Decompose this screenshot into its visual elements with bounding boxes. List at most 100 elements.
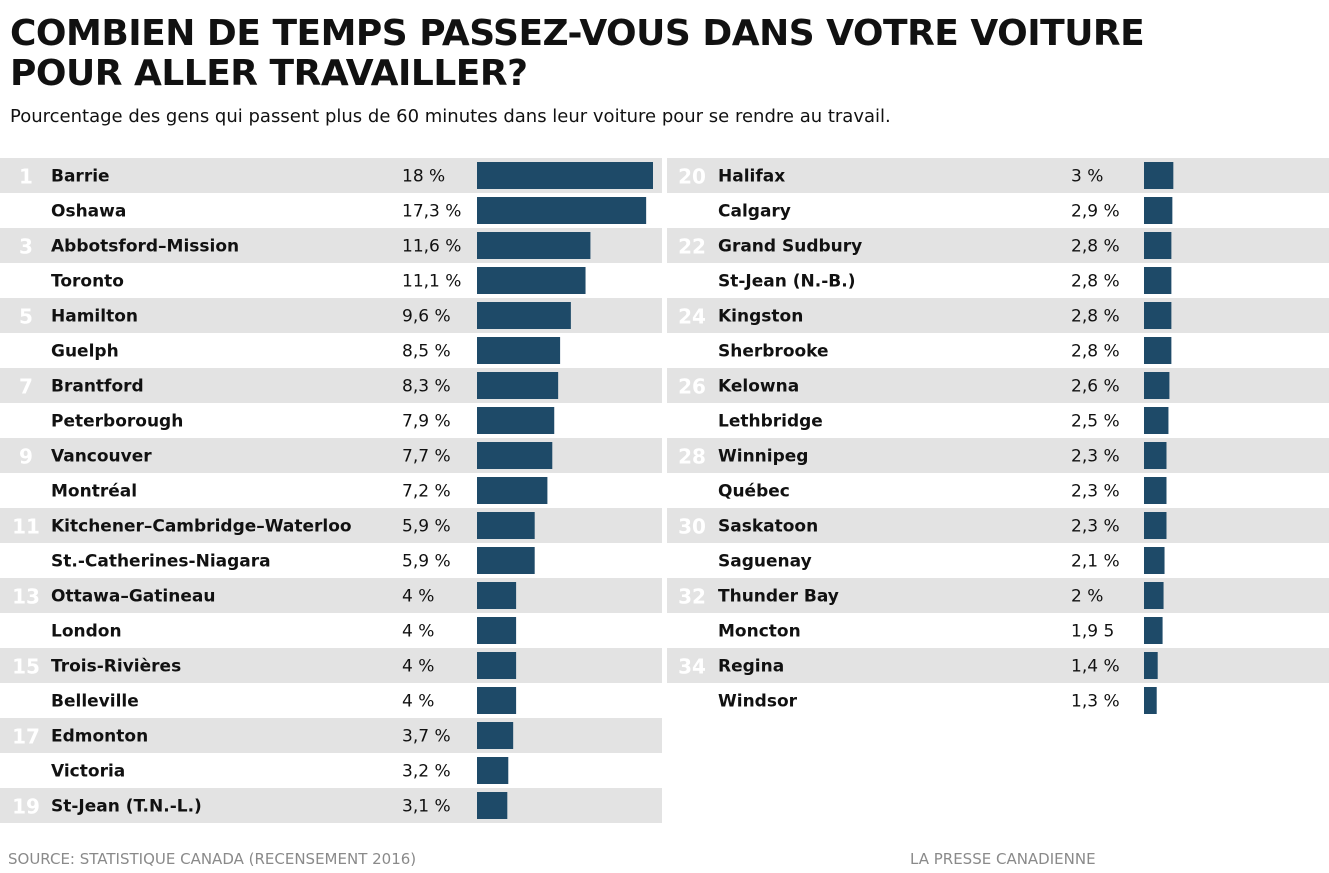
rank-label: 31 <box>678 550 706 574</box>
value-label: 2 % <box>1071 587 1103 607</box>
bar <box>477 372 559 399</box>
value-label: 4 % <box>402 622 434 642</box>
row-stripe <box>0 648 662 683</box>
chart-title: COMBIEN DE TEMPS PASSEZ-VOUS DANS VOTRE … <box>10 13 1145 94</box>
rank-label: 7 <box>19 375 33 399</box>
city-label: London <box>51 622 122 642</box>
rank-label: 19 <box>12 795 40 819</box>
bar <box>1144 162 1174 189</box>
city-label: Montréal <box>51 482 137 502</box>
value-label: 2,8 % <box>1071 272 1120 292</box>
city-label: Halifax <box>718 167 785 187</box>
rank-label: 9 <box>19 445 33 469</box>
bar <box>477 547 535 574</box>
bar <box>477 197 647 224</box>
city-label: Thunder Bay <box>718 587 839 607</box>
value-label: 17,3 % <box>402 202 461 222</box>
city-label: Winnipeg <box>718 447 808 467</box>
value-label: 1,4 % <box>1071 657 1120 677</box>
value-label: 3,7 % <box>402 727 451 747</box>
rank-label: 27 <box>678 410 706 434</box>
city-label: Victoria <box>51 762 125 782</box>
city-label: Brantford <box>51 377 144 397</box>
row-stripe <box>667 578 1329 613</box>
rank-label: 35 <box>678 690 706 714</box>
city-label: Saskatoon <box>718 517 818 537</box>
rank-label: 11 <box>12 515 40 539</box>
rank-label: 20 <box>678 165 706 189</box>
rank-label: 17 <box>12 725 40 749</box>
value-label: 18 % <box>402 167 445 187</box>
city-label: Belleville <box>51 692 139 712</box>
row-stripe <box>0 788 662 823</box>
bar <box>1144 267 1172 294</box>
rank-label: 21 <box>678 200 706 224</box>
city-label: Windsor <box>718 692 798 712</box>
city-label: Ottawa–Gatineau <box>51 587 215 607</box>
chart-subtitle: Pourcentage des gens qui passent plus de… <box>10 106 891 127</box>
row-stripe <box>667 158 1329 193</box>
value-label: 4 % <box>402 657 434 677</box>
rank-label: 18 <box>12 760 40 784</box>
bar <box>477 582 517 609</box>
bar <box>477 652 517 679</box>
city-label: Kitchener–Cambridge–Waterloo <box>51 517 352 537</box>
source-note: SOURCE: STATISTIQUE CANADA (RECENSEMENT … <box>8 850 417 868</box>
rank-label: 3 <box>19 235 33 259</box>
city-label: Grand Sudbury <box>718 237 862 257</box>
bar <box>1144 407 1169 434</box>
bar <box>477 722 514 749</box>
value-label: 2,3 % <box>1071 447 1120 467</box>
rank-label: 15 <box>12 655 40 679</box>
bar <box>477 407 555 434</box>
value-label: 7,7 % <box>402 447 451 467</box>
city-label: Regina <box>718 657 784 677</box>
value-label: 2,9 % <box>1071 202 1120 222</box>
value-label: 2,8 % <box>1071 307 1120 327</box>
value-label: 2,1 % <box>1071 552 1120 572</box>
city-label: Peterborough <box>51 412 183 432</box>
row-stripe <box>667 368 1329 403</box>
city-label: Oshawa <box>51 202 126 222</box>
rank-label: 23 <box>678 270 706 294</box>
rank-label: 24 <box>678 305 706 329</box>
rank-label: 25 <box>678 340 706 364</box>
bar <box>1144 372 1170 399</box>
bar <box>477 267 586 294</box>
row-stripe <box>0 718 662 753</box>
value-label: 2,8 % <box>1071 237 1120 257</box>
bar <box>1144 687 1157 714</box>
bar <box>477 232 591 259</box>
bar <box>477 477 548 504</box>
city-label: Trois-Rivières <box>51 657 181 677</box>
bar <box>477 687 517 714</box>
city-label: Hamilton <box>51 307 138 327</box>
row-stripe <box>667 298 1329 333</box>
city-label: Abbotsford–Mission <box>51 237 239 257</box>
bar <box>1144 337 1172 364</box>
value-label: 11,1 % <box>402 272 461 292</box>
bar <box>477 302 571 329</box>
value-label: 5,9 % <box>402 517 451 537</box>
city-label: Kingston <box>718 307 803 327</box>
value-label: 2,3 % <box>1071 517 1120 537</box>
rank-label: 33 <box>678 620 706 644</box>
value-label: 3 % <box>1071 167 1103 187</box>
row-stripe <box>667 228 1329 263</box>
rank-label: 34 <box>678 655 706 679</box>
bar <box>1144 582 1164 609</box>
bar <box>1144 652 1158 679</box>
row-stripe <box>667 508 1329 543</box>
value-label: 1,9 5 <box>1071 622 1114 642</box>
value-label: 3,2 % <box>402 762 451 782</box>
bar <box>1144 547 1165 574</box>
rank-label: 13 <box>12 585 40 609</box>
bar <box>477 757 509 784</box>
rank-label: 29 <box>678 480 706 504</box>
row-stripe <box>667 648 1329 683</box>
city-label: Toronto <box>51 272 124 292</box>
bar <box>477 337 561 364</box>
row-stripe <box>0 578 662 613</box>
bar <box>477 442 553 469</box>
value-label: 9,6 % <box>402 307 451 327</box>
